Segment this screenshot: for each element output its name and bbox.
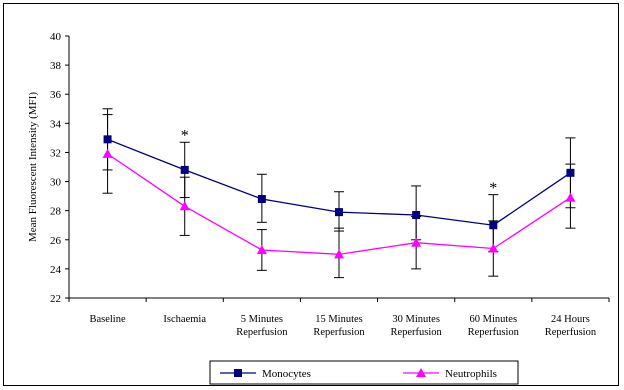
data-point-monocytes: [335, 208, 343, 217]
y-tick-label: 22: [50, 293, 61, 305]
x-tick-label: 60 Minutes Reperfusion: [468, 314, 520, 338]
data-point-neutrophils: [411, 237, 422, 247]
data-point-monocytes: [489, 221, 498, 230]
x-tick-label: Ischaemia: [163, 314, 206, 325]
legend-swatch-marker: [416, 368, 426, 377]
data-point-monocytes: [566, 168, 575, 177]
x-tick-label: 15 Minutes Reperfusion: [313, 314, 365, 338]
chart-frame: [3, 3, 619, 386]
y-tick-label: 26: [50, 235, 62, 247]
legend-label: Monocytes: [262, 368, 311, 380]
y-tick-label: 24: [50, 264, 62, 276]
data-point-monocytes: [412, 211, 421, 220]
y-tick-label: 32: [50, 147, 61, 159]
x-tick-label: Baseline: [89, 314, 125, 325]
y-tick-label: 34: [50, 118, 62, 130]
significance-marker: *: [181, 128, 189, 145]
y-tick-label: 36: [50, 89, 62, 101]
y-tick-label: 40: [50, 31, 62, 43]
y-tick-label: 38: [50, 60, 62, 72]
data-point-monocytes: [103, 135, 112, 144]
x-tick-label: 30 Minutes Reperfusion: [390, 314, 442, 338]
x-tick-label: 24 Hours Reperfusion: [545, 314, 597, 338]
y-tick-label: 28: [50, 206, 62, 218]
data-point-neutrophils: [488, 243, 499, 253]
data-point-monocytes: [257, 195, 266, 204]
data-point-neutrophils: [256, 244, 267, 254]
legend-box: [209, 360, 519, 385]
data-point-monocytes: [180, 165, 189, 174]
legend-swatch-marker: [234, 369, 242, 377]
data-point-neutrophils: [334, 249, 344, 259]
y-axis-label: Mean Fluorescent Intensity (MFI): [27, 92, 39, 242]
data-point-neutrophils: [565, 192, 576, 202]
x-tick-label: 5 Minutes Reperfusion: [236, 314, 288, 338]
y-tick-label: 30: [50, 177, 62, 189]
significance-marker: *: [489, 180, 497, 197]
data-point-neutrophils: [179, 201, 190, 211]
legend-label: Neutrophils: [445, 368, 497, 380]
data-point-neutrophils: [102, 148, 113, 158]
